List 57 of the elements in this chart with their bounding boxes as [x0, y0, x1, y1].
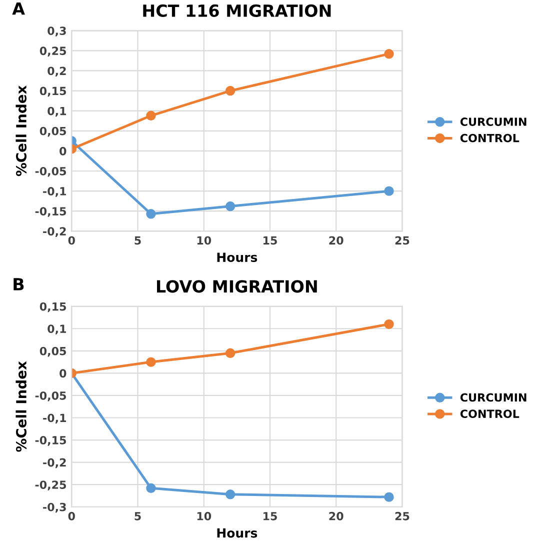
y-tick-label: -0,15 — [35, 436, 66, 446]
x-tick-label: 15 — [264, 236, 277, 245]
y-tick-label: -0,2 — [43, 458, 66, 468]
chart-title: LOVO MIGRATION — [157, 280, 317, 293]
y-tick-label: 0,05 — [40, 346, 66, 357]
x-tick-label: 0 — [68, 236, 75, 245]
x-axis-title: Hours — [217, 528, 258, 538]
y-tick-label: 0,1 — [48, 324, 66, 334]
point — [146, 357, 156, 367]
x-tick-label: 5 — [134, 236, 141, 245]
y-tick-label: 0,1 — [48, 106, 66, 117]
legend-label: CONTROL — [460, 410, 520, 418]
text: A — [12, 2, 25, 15]
x-tick-label: 20 — [329, 512, 344, 520]
y-tick-label: -0,05 — [35, 166, 66, 177]
point — [384, 186, 394, 196]
x-tick-label: 25 — [395, 512, 410, 520]
point — [384, 319, 394, 330]
point — [225, 201, 236, 212]
x-tick-label: 5 — [134, 512, 141, 520]
y-tick-label: 0 — [60, 369, 66, 378]
x-axis-title: Hours — [217, 252, 258, 262]
y-tick-label: 0,25 — [40, 46, 66, 56]
legend-label: CURCUMIN — [460, 393, 526, 402]
point — [225, 86, 236, 96]
y-tick-label: -0,05 — [35, 391, 66, 402]
y-tick-label: -0,25 — [35, 480, 66, 490]
x-tick-label: 10 — [197, 236, 212, 245]
x-tick-label: 10 — [197, 512, 212, 520]
point — [225, 490, 236, 500]
y-axis-title: %Cell Index — [16, 85, 26, 176]
x-tick-label: 0 — [68, 512, 75, 520]
y-axis-title: %Cell Index — [16, 361, 26, 452]
y-tick-label: 0,3 — [48, 26, 66, 36]
x-tick-label: 15 — [264, 512, 277, 520]
x-tick-label: 25 — [395, 236, 410, 245]
point — [384, 49, 394, 59]
point — [225, 348, 236, 358]
x-tick-label: 20 — [329, 236, 344, 245]
text: B — [14, 278, 24, 290]
legend-label: CURCUMIN — [460, 118, 526, 126]
y-tick-label: -0,1 — [43, 187, 66, 197]
y-tick-label: -0,15 — [35, 207, 66, 217]
y-tick-label: -0,3 — [43, 502, 66, 513]
chart-title: HCT 116 MIGRATION — [143, 4, 331, 17]
y-tick-label: 0 — [60, 146, 66, 156]
y-tick-label: 0,15 — [40, 302, 66, 312]
y-tick-label: 0,2 — [48, 66, 66, 77]
y-tick-label: -0,2 — [43, 227, 66, 237]
point — [146, 209, 156, 219]
point — [384, 492, 394, 502]
legend-label: CONTROL — [460, 134, 520, 142]
y-tick-label: 0,15 — [40, 86, 66, 97]
point — [146, 483, 156, 494]
point — [146, 110, 156, 121]
y-tick-label: -0,1 — [43, 414, 66, 424]
y-tick-label: 0,05 — [40, 126, 66, 137]
